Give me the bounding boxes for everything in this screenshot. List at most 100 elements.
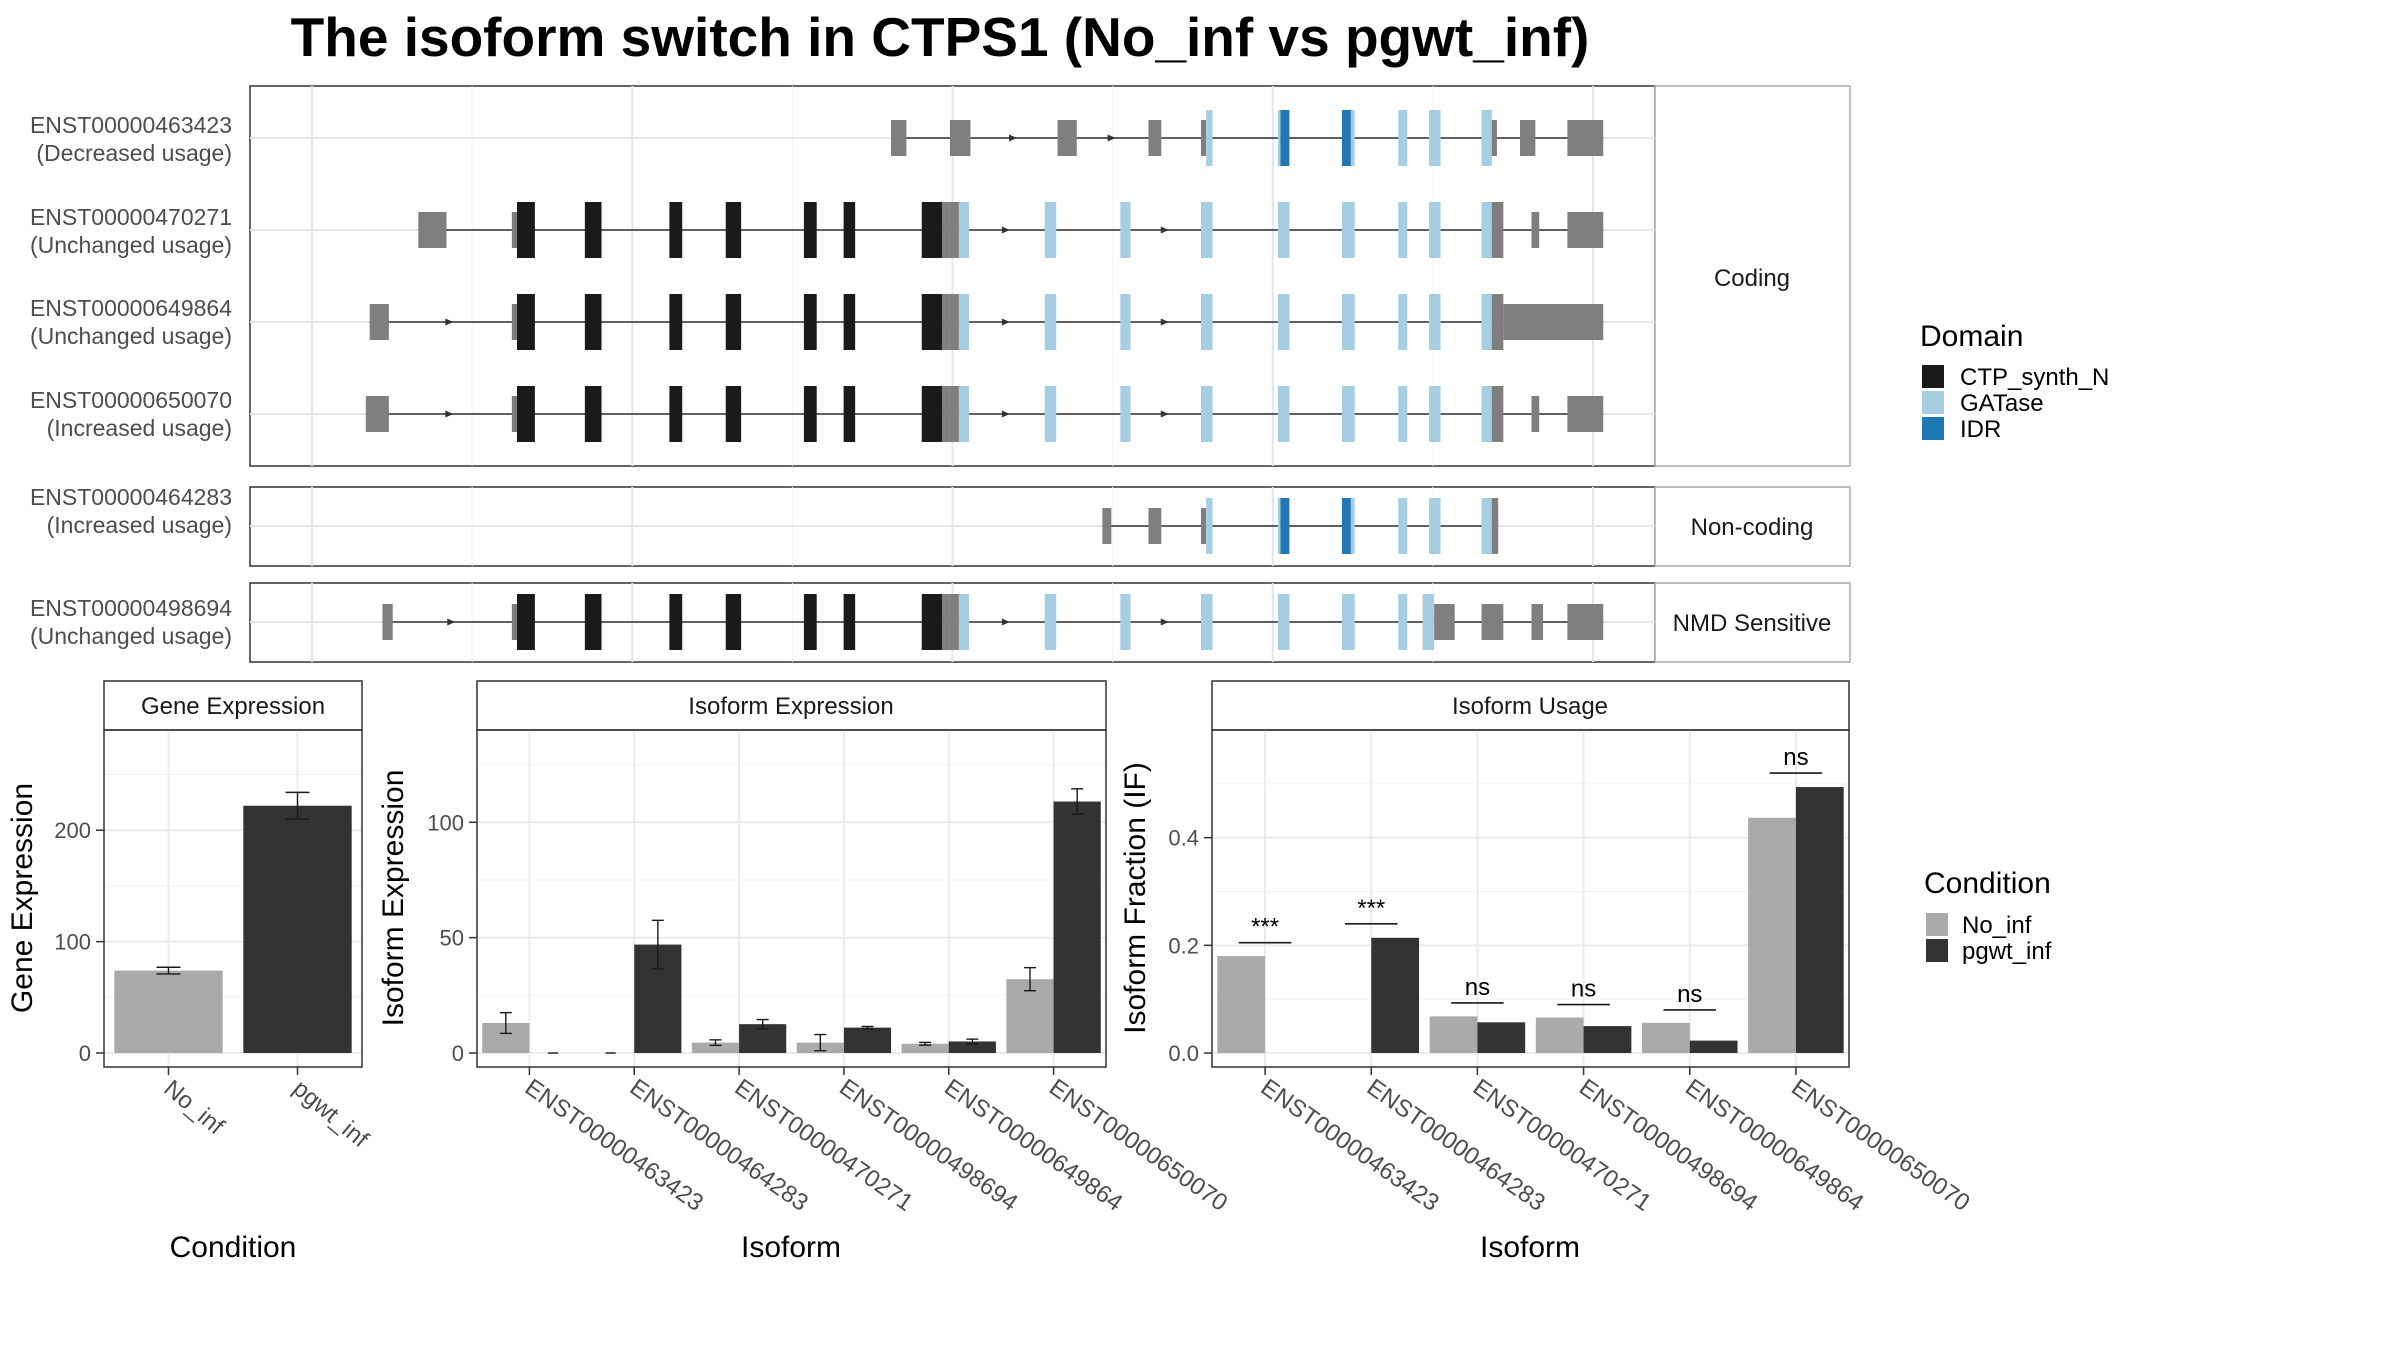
exon-domain xyxy=(1341,594,1355,650)
bar xyxy=(1748,817,1796,1053)
exon-domain xyxy=(669,294,683,350)
exon-utr xyxy=(1567,212,1604,248)
legend-label: CTP_synth_N xyxy=(1960,364,2109,391)
exon-utr xyxy=(942,594,950,650)
strand-arrow xyxy=(1001,318,1010,326)
exon-utr xyxy=(1519,120,1532,156)
exon-domain xyxy=(1398,594,1408,650)
exon-domain xyxy=(584,202,602,258)
condition-legend: Condition No_inf pgwt_inf xyxy=(1924,867,2052,965)
legend-swatch xyxy=(1926,913,1948,936)
exon-domain xyxy=(1201,294,1213,350)
transcript-row: ENST00000498694 (Unchanged usage) xyxy=(30,594,1604,650)
legend-swatch xyxy=(1922,365,1944,388)
x-tick-label: ENST00000650070 xyxy=(1786,1074,1974,1217)
legend-label: GATase xyxy=(1960,390,2044,417)
exon-domain xyxy=(584,386,602,442)
transcript-usage: (Increased usage) xyxy=(47,415,232,441)
x-axis-label: Isoform xyxy=(1480,1231,1580,1264)
exon-domain xyxy=(1429,294,1441,350)
error-bars xyxy=(499,788,1084,1054)
exon-domain xyxy=(1481,498,1492,554)
exon-utr xyxy=(511,304,517,340)
exon-utr xyxy=(949,120,971,156)
transcript-model xyxy=(382,594,1604,650)
chart-bars xyxy=(114,805,352,1053)
exon-domain xyxy=(1120,386,1131,442)
exon-domain xyxy=(1206,110,1213,166)
y-axis: 0 50 100 xyxy=(427,810,477,1066)
strand-arrow xyxy=(447,618,456,626)
x-axis-label: Isoform xyxy=(741,1231,841,1264)
exon-domain xyxy=(1341,294,1355,350)
exon-utr xyxy=(511,396,517,432)
exon-domain xyxy=(516,386,535,442)
y-axis-label: Isoform Fraction (IF) xyxy=(1119,762,1152,1034)
y-tick-label: 200 xyxy=(54,818,91,843)
y-tick-label: 0.2 xyxy=(1168,933,1199,958)
exon-utr xyxy=(1148,120,1162,156)
exon-domain xyxy=(1398,202,1408,258)
bar xyxy=(1006,979,1054,1053)
x-tick-label: ENST00000649864 xyxy=(1680,1074,1868,1217)
exon-utr xyxy=(1148,508,1162,544)
exon-domain xyxy=(803,386,817,442)
domain-legend: Domain CTP_synth_N GATase IDR xyxy=(1920,320,2109,443)
transcript-row: ENST00000650070 (Increased usage) xyxy=(30,386,1604,442)
bar xyxy=(1053,801,1101,1053)
transcript-usage: (Unchanged usage) xyxy=(30,232,232,258)
structure-panel-noncoding: Non-coding ENST00000464283 (Increased us… xyxy=(30,484,1851,567)
exon-utr xyxy=(511,212,517,248)
x-tick-label: ENST00000470271 xyxy=(1468,1074,1656,1217)
gene-expression-chart: Gene Expression 0 100 200 No_inf pgwt_inf G… xyxy=(6,680,374,1264)
structure-panel-nmd: NMD Sensitive ENST00000498694 (Unchanged… xyxy=(30,582,1851,663)
strand-arrow xyxy=(445,410,454,418)
transcript-structure: Coding ENST00000463423 (Decreased usage)… xyxy=(30,85,1851,663)
bar xyxy=(1641,1022,1690,1053)
x-tick-label: ENST00000464283 xyxy=(1362,1074,1550,1217)
x-tick-label: pgwt_inf xyxy=(288,1075,374,1153)
transcript-row: ENST00000464283 (Increased usage) xyxy=(30,484,1499,554)
strip-background xyxy=(1654,85,1851,467)
exon-domain xyxy=(1206,498,1213,554)
exon-domain xyxy=(803,594,817,650)
exon-domain xyxy=(803,202,817,258)
exon-domain xyxy=(1429,202,1441,258)
exon-utr xyxy=(1567,120,1604,156)
exon-utr xyxy=(511,604,517,640)
x-axis: ENST00000463423ENST00000464283ENST000004… xyxy=(520,1067,1232,1217)
exon-domain xyxy=(669,594,683,650)
plot-border xyxy=(103,729,363,1068)
transcript-model xyxy=(369,294,1604,350)
exon-domain xyxy=(1422,594,1435,650)
exon-utr xyxy=(949,594,959,650)
bar xyxy=(843,1027,892,1053)
x-tick-label: ENST00000464283 xyxy=(625,1074,813,1217)
chart-title: Isoform Usage xyxy=(1452,693,1608,720)
bar xyxy=(114,970,223,1053)
x-tick-label: ENST00000463423 xyxy=(520,1074,708,1217)
transcript-model xyxy=(418,202,1604,258)
figure-title: The isoform switch in CTPS1 (No_inf vs p… xyxy=(291,6,1590,68)
exon-utr xyxy=(1531,604,1544,640)
bar xyxy=(1689,1040,1738,1053)
significance-label: *** xyxy=(1357,895,1385,922)
y-axis-label: Gene Expression xyxy=(6,783,39,1013)
chart-bars xyxy=(482,801,1101,1053)
legend-swatch xyxy=(1922,417,1944,440)
transcript-id: ENST00000464283 xyxy=(30,484,232,510)
exon-domain xyxy=(1044,386,1057,442)
exon-domain xyxy=(584,294,602,350)
plot-border xyxy=(476,729,1107,1068)
exon-domain xyxy=(1277,110,1281,166)
transcript-id: ENST00000650070 xyxy=(30,387,232,413)
exon-utr xyxy=(942,294,950,350)
strand-arrow xyxy=(445,318,454,326)
exon-utr xyxy=(1057,120,1077,156)
bar xyxy=(1795,787,1844,1053)
exon-domain xyxy=(1277,498,1281,554)
exon-domain xyxy=(516,202,535,258)
strip-label-noncoding: Non-coding xyxy=(1691,514,1814,541)
structure-panel-coding: Coding ENST00000463423 (Decreased usage)… xyxy=(30,85,1851,467)
y-tick-label: 0 xyxy=(79,1041,91,1066)
